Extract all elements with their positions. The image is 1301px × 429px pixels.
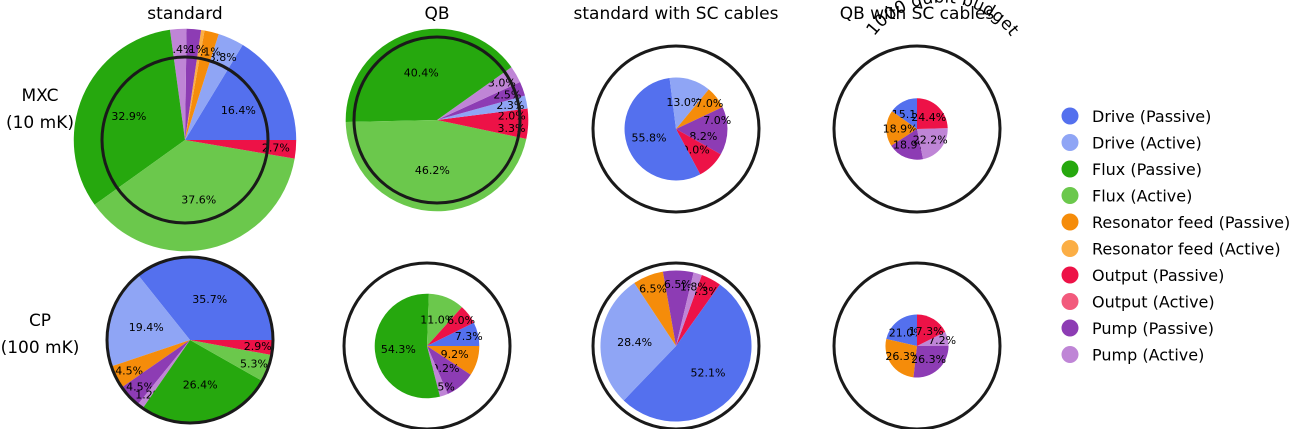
pie-data-label: 16.4% xyxy=(221,104,256,117)
pie-7: 21.0% 26.3%26.3% 7.2%17.3% xyxy=(885,314,956,377)
legend-label-flux-passive: Flux (Passive) xyxy=(1092,160,1202,179)
row-label-mxc-temp: (10 mK) xyxy=(6,113,74,133)
legend-marker-output-active xyxy=(1062,293,1079,310)
legend: Drive (Passive) Drive (Active) Flux (Passi… xyxy=(1062,107,1291,365)
legend-marker-flux-active xyxy=(1062,187,1079,204)
pie-5: 9.2%9.2%2.5%54.3%11.0%6.0%7.3% xyxy=(375,294,483,399)
pie-data-label: 52.1% xyxy=(690,367,725,380)
legend-label-resonator-passive: Resonator feed (Passive) xyxy=(1092,213,1290,232)
pie-data-label: 26.3% xyxy=(911,353,946,366)
legend-marker-drive-active xyxy=(1062,134,1079,151)
pie-data-label: 40.4% xyxy=(404,66,439,79)
legend-marker-flux-passive xyxy=(1062,161,1079,178)
pie-data-label: 54.3% xyxy=(381,343,416,356)
pie-data-label: 55.8% xyxy=(632,132,667,145)
row-label-cp-temp: (100 mK) xyxy=(1,338,80,358)
pie-chart-figure: standard QB standard with SC cables QB w… xyxy=(0,0,1301,429)
pie-1: 2.0%2.3%2.5%3.0%40.4%46.2%3.3% xyxy=(346,29,529,212)
row-label-cp: CP xyxy=(29,311,51,331)
pie-data-label: 7.0% xyxy=(695,97,723,110)
legend-label-drive-passive: Drive (Passive) xyxy=(1092,107,1211,126)
legend-label-flux-active: Flux (Active) xyxy=(1092,187,1192,206)
legend-label-pump-active: Pump (Active) xyxy=(1092,346,1204,365)
pie-data-label: 46.2% xyxy=(415,164,450,177)
pie-data-label: 1.8% xyxy=(680,281,708,294)
pie-data-label: 37.6% xyxy=(181,194,216,207)
legend-marker-resonator-passive xyxy=(1062,214,1079,231)
column-title-qb: QB xyxy=(424,4,449,24)
pie-data-label: 24.4% xyxy=(911,111,946,124)
legend-marker-pump-active xyxy=(1062,346,1079,363)
pie-data-label: 7.0% xyxy=(703,114,731,127)
pie-2: 8.2%9.0%55.8%13.0%7.0%7.0% xyxy=(625,78,732,181)
legend-label-pump-passive: Pump (Passive) xyxy=(1092,319,1214,338)
row-label-mxc: MXC xyxy=(22,86,59,106)
pie-data-label: 19.4% xyxy=(129,321,164,334)
pie-data-label: 28.4% xyxy=(617,336,652,349)
pie-data-label: 6.5% xyxy=(639,282,667,295)
pie-data-label: 26.4% xyxy=(183,379,218,392)
pie-data-label: 5.3% xyxy=(240,357,268,370)
pie-6: 4.3%52.1%28.4%6.5%6.5%1.8% xyxy=(600,270,751,421)
pie-3: 15.1%18.9%18.9%22.2%24.4% xyxy=(883,98,948,159)
legend-marker-output-passive xyxy=(1062,267,1079,284)
pie-data-label: 35.7% xyxy=(192,293,227,306)
column-title-standard-sc: standard with SC cables xyxy=(574,4,779,24)
legend-label-drive-active: Drive (Active) xyxy=(1092,134,1202,153)
legend-label-output-active: Output (Active) xyxy=(1092,293,1215,312)
legend-label-output-passive: Output (Passive) xyxy=(1092,266,1224,285)
pie-data-label: 7.3% xyxy=(455,330,483,343)
legend-marker-drive-passive xyxy=(1062,108,1079,125)
legend-label-resonator-active: Resonator feed (Active) xyxy=(1092,240,1281,259)
legend-marker-pump-passive xyxy=(1062,320,1079,337)
pie-data-label: 2.9% xyxy=(244,340,272,353)
pie-data-label: 32.9% xyxy=(111,110,146,123)
pie-0: 16.4%3.8%2.1%2.1%2.4%32.9%37.6%2.7% xyxy=(74,29,296,251)
pie-data-label: 17.3% xyxy=(909,325,944,338)
pie-data-label: 22.2% xyxy=(913,134,948,147)
column-title-standard: standard xyxy=(147,4,222,24)
legend-marker-resonator-active xyxy=(1062,240,1079,257)
